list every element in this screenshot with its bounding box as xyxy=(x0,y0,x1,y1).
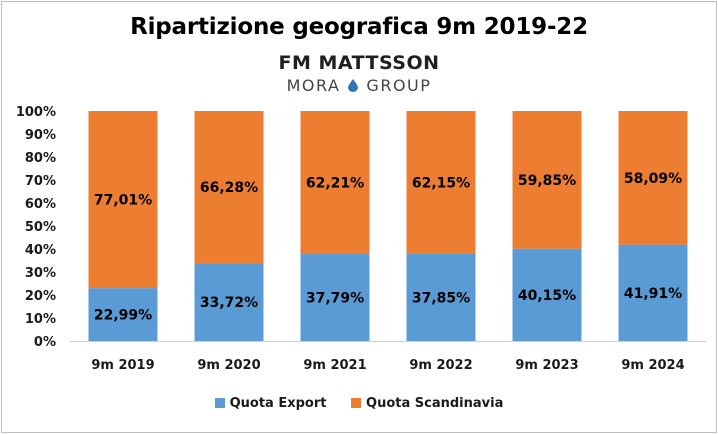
bar-export xyxy=(618,244,688,341)
y-tick-label: 70% xyxy=(25,174,56,189)
legend-label-scandinavia: Quota Scandinavia xyxy=(366,396,504,411)
data-label-export: 37,79% xyxy=(306,291,364,307)
bar-export xyxy=(194,263,264,341)
legend-swatch-scandinavia xyxy=(351,398,362,408)
data-label-export: 40,15% xyxy=(518,288,576,304)
bar-export xyxy=(300,254,370,341)
logo-mora: MORA xyxy=(286,76,341,95)
y-tick-label: 40% xyxy=(25,243,56,258)
data-label-scandinavia: 66,28% xyxy=(200,180,258,196)
data-label-export: 41,91% xyxy=(624,286,682,302)
x-tick-label: 9m 2022 xyxy=(409,358,472,373)
data-label-scandinavia: 62,21% xyxy=(306,176,364,192)
logo-line1: FM MATTSSON xyxy=(278,52,440,74)
legend-item-scandinavia: Quota Scandinavia xyxy=(351,396,503,411)
bar-scandinavia xyxy=(618,111,688,245)
data-label-scandinavia: 58,09% xyxy=(624,171,682,187)
y-tick-label: 10% xyxy=(25,312,56,327)
water-drop-icon xyxy=(348,79,359,92)
y-tick-label: 80% xyxy=(25,151,56,166)
legend-swatch-export xyxy=(214,398,225,408)
y-tick-label: 50% xyxy=(25,220,56,235)
bar-scandinavia xyxy=(300,111,370,255)
x-tick-label: 9m 2024 xyxy=(621,358,684,373)
bar-scandinavia xyxy=(88,111,158,289)
data-label-scandinavia: 77,01% xyxy=(94,193,152,209)
data-label-export: 37,85% xyxy=(412,290,470,306)
data-label-scandinavia: 62,15% xyxy=(412,175,470,191)
data-label-scandinavia: 59,85% xyxy=(518,173,576,189)
y-tick-label: 60% xyxy=(25,197,56,212)
bar-export xyxy=(406,253,476,341)
bar-scandinavia xyxy=(512,111,582,249)
data-label-export: 22,99% xyxy=(94,308,152,324)
legend-item-export: Quota Export xyxy=(214,396,327,411)
x-tick-label: 9m 2021 xyxy=(303,358,366,373)
x-tick-label: 9m 2019 xyxy=(91,358,154,373)
y-tick-label: 20% xyxy=(25,289,56,304)
bar-export xyxy=(512,248,582,341)
legend: Quota Export Quota Scandinavia xyxy=(0,396,718,411)
y-tick-label: 0% xyxy=(34,335,56,350)
y-tick-label: 90% xyxy=(25,128,56,143)
logo-group: GROUP xyxy=(366,76,432,95)
data-label-export: 33,72% xyxy=(200,295,258,311)
bar-scandinavia xyxy=(406,111,476,254)
logo-line2: MORA GROUP xyxy=(0,76,718,95)
y-tick-label: 30% xyxy=(25,266,56,281)
legend-label-export: Quota Export xyxy=(229,396,327,411)
chart-title: Ripartizione geografica 9m 2019-22 xyxy=(130,14,588,40)
bar-scandinavia xyxy=(194,111,264,264)
x-tick-label: 9m 2023 xyxy=(515,358,578,373)
y-tick-label: 100% xyxy=(16,105,56,120)
bar-export xyxy=(88,288,158,341)
x-tick-label: 9m 2020 xyxy=(197,358,260,373)
